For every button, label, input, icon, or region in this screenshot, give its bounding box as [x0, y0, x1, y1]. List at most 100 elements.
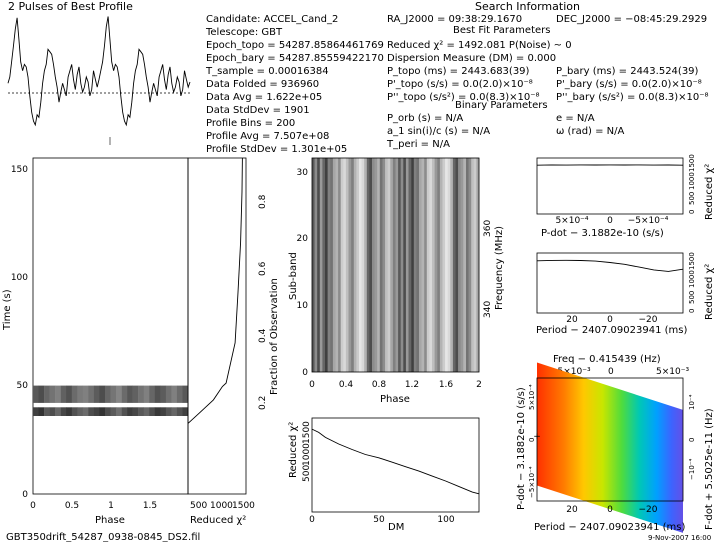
time-phase-xtick-3: 1.5: [143, 501, 157, 511]
time-phase-xlabel: Phase: [95, 515, 125, 526]
subband-column: [390, 158, 394, 372]
time-phase-cell: [93, 407, 100, 416]
info-dm: Dispersion Measure (DM) = 0.000: [387, 53, 556, 64]
pdot-period-ytick-1: 0: [528, 438, 536, 442]
info-candidate: Candidate: ACCEL_Cand_2: [206, 14, 338, 25]
time-phase-cell: [138, 385, 144, 403]
pdot-period-y2label: F-dot + 5.5025e-11 (Hz): [704, 408, 715, 530]
subband-column: [432, 158, 435, 372]
pdot-period-frame: [536, 377, 684, 502]
period-xtick-2: −20: [639, 315, 658, 325]
subband-column: [411, 158, 415, 372]
time-phase-cell: [149, 407, 156, 416]
pdot-ytick-1: 500: [688, 192, 696, 205]
pdot-period-xlabel: Period − 2407.09023941 (ms): [534, 522, 685, 533]
subband-column: [458, 158, 461, 372]
time-phase-cell: [44, 385, 50, 403]
time-phase-cell: [33, 385, 39, 403]
time-chi2-y2tick-1: 0.4: [258, 328, 268, 343]
pdot-period-xtick-2: −20: [639, 505, 658, 515]
subband-xtick-4: 1.6: [439, 380, 454, 390]
time-phase-frame: [32, 157, 189, 495]
time-phase-cell: [55, 407, 61, 416]
subband-column: [351, 158, 354, 372]
subband-phase-frame: [311, 157, 480, 373]
time-phase-cell: [99, 407, 106, 416]
subband-xtick-0: 0: [309, 380, 315, 390]
time-phase-xtick-0: 0: [30, 501, 36, 511]
info-tsample: T_sample = 0.00016384: [205, 66, 329, 77]
subband-column: [450, 158, 454, 372]
period-chi2-line: [536, 259, 684, 272]
time-phase-bands: [33, 385, 189, 416]
pdot-chi2-y2label: Reduced χ²: [704, 164, 715, 220]
time-phase-cell: [182, 407, 189, 416]
time-chi2-y2tick-2: 0.6: [258, 261, 268, 276]
time-phase-cell: [110, 407, 117, 416]
time-phase-cell: [171, 385, 178, 403]
time-phase-cell: [127, 407, 133, 416]
time-phase-cell: [176, 407, 183, 416]
subband-xtick-1: 0.4: [339, 380, 354, 390]
dm-chi2-frame: [311, 417, 480, 513]
subband-phase-columns: [312, 158, 480, 372]
subband-phase-ylabel: Sub-band: [288, 252, 299, 300]
dm-xtick-2: 100: [437, 515, 454, 525]
period-ytick-3: 1500: [688, 252, 696, 270]
time-chi2-xtick-0: 500: [190, 501, 207, 511]
time-phase-cell: [88, 407, 95, 416]
info-ptopo: P_topo (ms) = 2443.683(39): [387, 66, 530, 77]
time-phase-cell: [154, 385, 161, 403]
subband-column: [398, 158, 401, 372]
time-phase-cell: [165, 385, 172, 403]
time-phase-ytick-2: 100: [11, 273, 28, 283]
subband-column: [445, 158, 448, 372]
subband-column: [312, 158, 315, 372]
subband-column: [429, 158, 433, 372]
subband-column: [426, 158, 430, 372]
subband-column: [361, 158, 365, 372]
time-chi2-xlabel: Reduced χ²: [190, 515, 246, 526]
subband-phase-y2label: Frequency (MHz): [494, 226, 505, 310]
info-col1: Candidate: ACCEL_Cand_2 Telescope: GBT E…: [205, 14, 384, 155]
subband-ytick-0: 0: [302, 368, 308, 378]
time-phase-ytick-3: 150: [11, 165, 28, 175]
pdot-period-x2tick-2: 5×10⁻³: [656, 367, 689, 377]
time-phase-cell: [77, 385, 84, 403]
pdot-period-y2tick-0: −10⁻⁴: [688, 459, 696, 480]
subband-xtick-2: 0.8: [372, 380, 387, 390]
pdot-period-ylabel: P-dot − 3.1882e-10 (s/s): [516, 387, 527, 510]
info-omega: ω (rad) = N/A: [556, 126, 625, 137]
time-phase-cell: [116, 407, 122, 416]
time-phase-cell: [66, 407, 72, 416]
subband-column: [455, 158, 459, 372]
info-data-folded: Data Folded = 936960: [206, 79, 319, 90]
time-phase-cell: [82, 407, 89, 416]
subband-column: [356, 158, 360, 372]
pdot-period-xtick-0: 20: [566, 505, 578, 515]
time-phase-cell: [38, 407, 45, 416]
time-phase-cell: [160, 407, 167, 416]
time-chi2-y2label: Fraction of Observation: [269, 278, 280, 395]
pulse-profile-line: [7, 16, 191, 127]
dm-xtick-0: 0: [309, 515, 315, 525]
subband-ytick-2: 20: [297, 234, 309, 244]
subband-column: [400, 158, 404, 372]
subband-column: [468, 158, 472, 372]
pdot-period-xtick-1: 0: [607, 505, 613, 515]
time-chi2-y2tick-3: 0.8: [258, 194, 268, 209]
subband-column: [395, 158, 399, 372]
time-chi2-panel: Reduced χ² Fraction of Observation 500 1…: [187, 157, 280, 526]
pdot-ytick-3: 1500: [688, 154, 696, 172]
dm-ytick-1: 1000: [302, 443, 312, 466]
time-phase-panel: Phase Time (s) 0 0.5 1 1.5 0 50 100 150: [2, 157, 189, 526]
time-phase-cell: [116, 385, 122, 403]
pdot-period-y2tick-2: 10⁻⁴: [688, 394, 696, 410]
pdot-period-y2tick-1: 0: [688, 438, 696, 442]
subband-column: [413, 158, 417, 372]
pdot-xtick-0: 5×10⁻⁴: [555, 216, 588, 226]
subband-column: [327, 158, 331, 372]
time-phase-cell: [182, 385, 189, 403]
subband-column: [345, 158, 349, 372]
period-chi2-panel: Period − 2407.09023941 (ms) Reduced χ² 2…: [536, 252, 715, 336]
